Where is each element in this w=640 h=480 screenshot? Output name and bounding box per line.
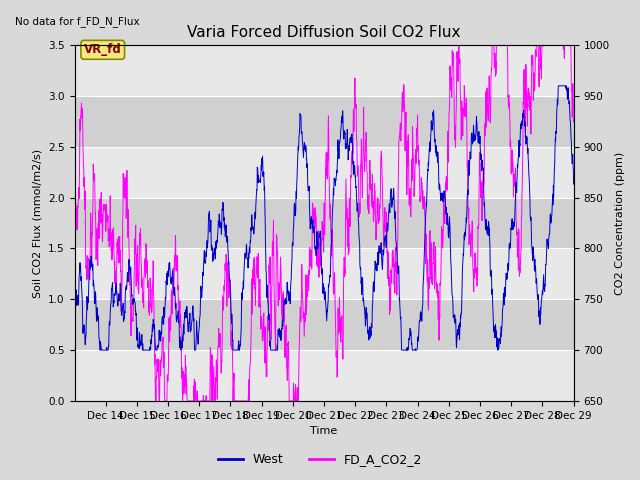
Legend: West, FD_A_CO2_2: West, FD_A_CO2_2 [213,448,427,471]
Text: VR_fd: VR_fd [84,43,122,56]
Bar [74,147,573,198]
Text: No data for f_FD_N_Flux: No data for f_FD_N_Flux [15,16,140,27]
Y-axis label: Soil CO2 Flux (mmol/m2/s): Soil CO2 Flux (mmol/m2/s) [33,148,43,298]
Bar [74,249,573,300]
Bar [74,350,573,401]
Y-axis label: CO2 Concentration (ppm): CO2 Concentration (ppm) [615,151,625,295]
X-axis label: Time: Time [310,426,338,436]
Bar [74,198,573,249]
Bar [74,96,573,147]
Bar [74,45,573,96]
Title: Varia Forced Diffusion Soil CO2 Flux: Varia Forced Diffusion Soil CO2 Flux [188,25,461,40]
Bar [74,300,573,350]
